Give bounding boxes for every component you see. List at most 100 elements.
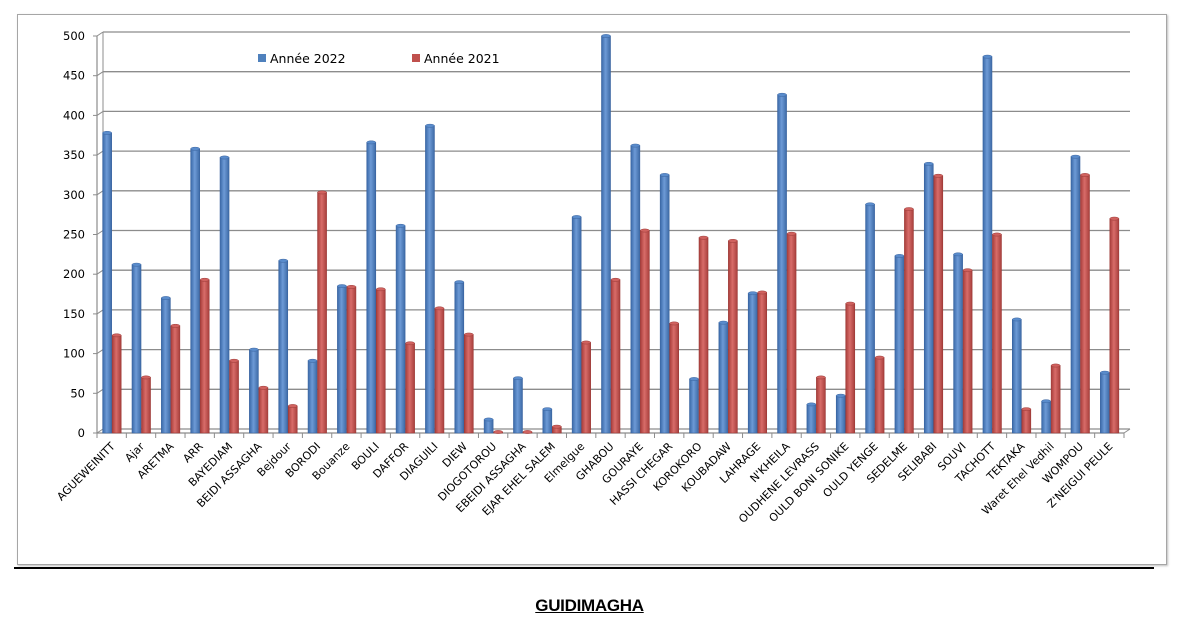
legend: Année 2022 Année 2021: [258, 51, 500, 66]
bar-cap-2021: [493, 430, 503, 434]
bar-2021: [581, 342, 591, 434]
bar-2022: [513, 377, 523, 434]
bar-2022: [865, 204, 875, 434]
bar-cap-2021: [610, 277, 621, 282]
legend-label-2022: Année 2022: [270, 51, 346, 66]
bar-2021: [728, 240, 738, 434]
bar-cap-2021: [111, 333, 122, 338]
bar-2022: [425, 125, 435, 434]
bar-cap-2021: [346, 285, 357, 289]
bar-chart: 0 50 100 150 200 250 300 350 400 450 500 AGUEWEINIT…: [54, 29, 1131, 526]
bar-2022: [131, 264, 142, 434]
legend-label-2021: Année 2021: [424, 51, 500, 66]
bar-cap-2022: [806, 402, 817, 407]
bar-cap-2022: [953, 252, 963, 257]
bar-2021: [463, 334, 474, 434]
gridline-depth: [96, 190, 104, 196]
x-tick-label: Ajar: [122, 440, 147, 465]
bar-cap-2021: [1050, 363, 1061, 368]
x-axis-depth: [1123, 428, 1131, 434]
bar-cap-2022: [601, 34, 611, 38]
bar-2022: [454, 281, 465, 434]
bar-cap-2022: [249, 347, 259, 352]
bar-2022: [483, 419, 494, 434]
bar-cap-2022: [1041, 399, 1051, 404]
y-tick-label: 500: [63, 29, 85, 43]
bar-2022: [366, 142, 377, 434]
bar-cap-2021: [258, 385, 269, 390]
y-tick-label: 150: [63, 307, 85, 321]
bar-cap-2022: [924, 161, 934, 166]
horizontal-rule: [14, 567, 1154, 569]
bar-2021: [610, 279, 621, 434]
bar-cap-2022: [718, 320, 729, 325]
bar-2022: [395, 225, 406, 434]
bar-cap-2021: [229, 358, 239, 363]
bars: [102, 34, 1120, 434]
y-tick-label: 0: [78, 426, 85, 440]
bar-cap-2022: [659, 173, 670, 177]
bar-2021: [698, 237, 709, 434]
bar-cap-2021: [786, 231, 797, 236]
bar-2022: [337, 285, 347, 434]
bar-2022: [219, 157, 230, 434]
bar-cap-2021: [669, 321, 679, 326]
bar-2021: [786, 233, 797, 434]
legend-swatch-2022: [258, 54, 266, 62]
bar-cap-2021: [141, 375, 151, 380]
bar-cap-2021: [376, 287, 386, 292]
bar-2022: [1041, 400, 1051, 434]
bar-cap-2021: [434, 306, 445, 311]
bar-cap-2022: [777, 92, 787, 97]
bar-2022: [102, 132, 112, 434]
y-tick-label: 350: [63, 148, 85, 162]
bar-2022: [894, 255, 905, 434]
bar-2021: [1021, 408, 1032, 434]
bar-2022: [982, 56, 993, 434]
bar-cap-2022: [982, 54, 993, 59]
bar-cap-2021: [1021, 407, 1032, 412]
bar-cap-2022: [131, 262, 142, 267]
bar-2021: [757, 292, 768, 434]
bar-cap-2021: [522, 430, 533, 434]
bar-2022: [1070, 156, 1081, 434]
bar-cap-2021: [1109, 216, 1120, 221]
y-tick-label: 400: [63, 108, 85, 122]
page-title: GUIDIMAGHA: [535, 596, 644, 615]
y-tick-label: 300: [63, 188, 85, 202]
bar-cap-2022: [542, 407, 553, 412]
bar-cap-2022: [630, 143, 641, 148]
bar-cap-2021: [405, 341, 415, 346]
bar-cap-2022: [454, 280, 465, 284]
bar-2021: [170, 325, 181, 434]
bar-2022: [278, 260, 289, 434]
bar-cap-2022: [865, 202, 875, 207]
bar-2022: [718, 322, 729, 434]
bar-2022: [307, 360, 318, 434]
bar-2021: [258, 387, 269, 434]
bar-2021: [229, 360, 239, 434]
bar-2021: [346, 286, 357, 434]
bar-cap-2022: [1012, 317, 1022, 322]
x-tick-label: AGUEWEINITT: [54, 440, 118, 504]
gridline-depth: [96, 71, 104, 77]
legend-swatch-2021: [412, 54, 420, 62]
bar-2022: [777, 94, 787, 434]
bar-cap-2022: [571, 215, 582, 219]
bar-2021: [199, 279, 210, 434]
y-tick-label: 50: [70, 386, 85, 400]
bar-cap-2021: [199, 277, 210, 282]
bar-2021: [640, 230, 650, 434]
bar-cap-2021: [816, 375, 826, 380]
x-tick-label: ARR: [180, 440, 206, 466]
bar-cap-2021: [874, 355, 885, 360]
bar-2021: [874, 357, 885, 434]
gridline-depth: [96, 31, 104, 37]
bar-2021: [962, 269, 973, 434]
gridline-depth: [96, 150, 104, 156]
bar-cap-2021: [317, 190, 327, 195]
bar-2021: [816, 377, 826, 434]
bar-cap-2021: [287, 404, 298, 408]
bar-cap-2021: [757, 290, 767, 295]
bar-cap-2021: [904, 207, 914, 211]
